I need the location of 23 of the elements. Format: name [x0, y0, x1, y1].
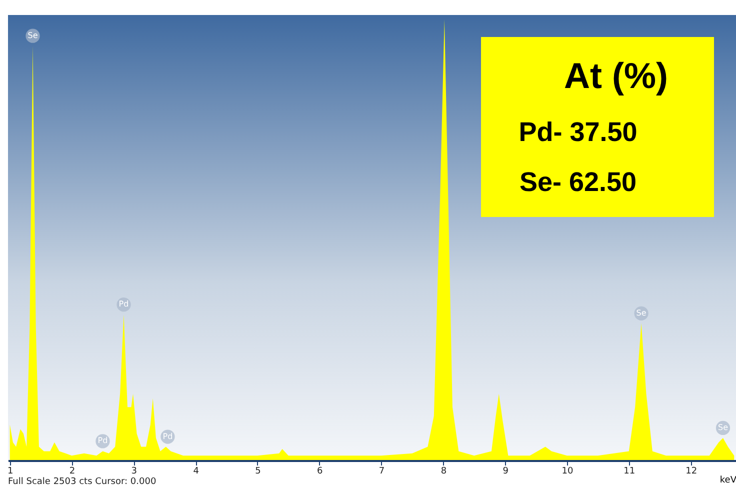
x-tick-label: 11	[624, 466, 636, 476]
annotation: Se	[636, 308, 646, 318]
annotation: Pd	[118, 300, 129, 309]
x-tick-label: 9	[502, 466, 509, 476]
x-tick-label: 10	[562, 466, 574, 476]
annotation: Se	[718, 422, 728, 432]
annotation: At (%)	[564, 55, 668, 96]
x-axis-title: keV	[720, 476, 736, 486]
x-tick-label: 6	[317, 466, 324, 476]
annotation: Pd	[162, 432, 173, 441]
annotation: Pd- 37.50	[518, 117, 638, 147]
x-tick-label: 1	[7, 466, 14, 476]
x-tick-label: 7	[378, 466, 385, 476]
x-tick-label: 3	[131, 466, 138, 476]
annotation: Pd	[98, 436, 108, 446]
x-tick-label: 12	[686, 466, 698, 476]
x-tick-label: 5	[255, 466, 261, 476]
x-tick-label: 8	[440, 466, 447, 476]
x-tick-label: 4	[193, 466, 200, 476]
text: Full Scale 2503 cts Cursor: 0.000	[8, 477, 156, 486]
annotation: Se- 62.50	[519, 167, 637, 197]
x-tick-label: 2	[69, 466, 76, 476]
annotation: Se	[28, 30, 38, 40]
